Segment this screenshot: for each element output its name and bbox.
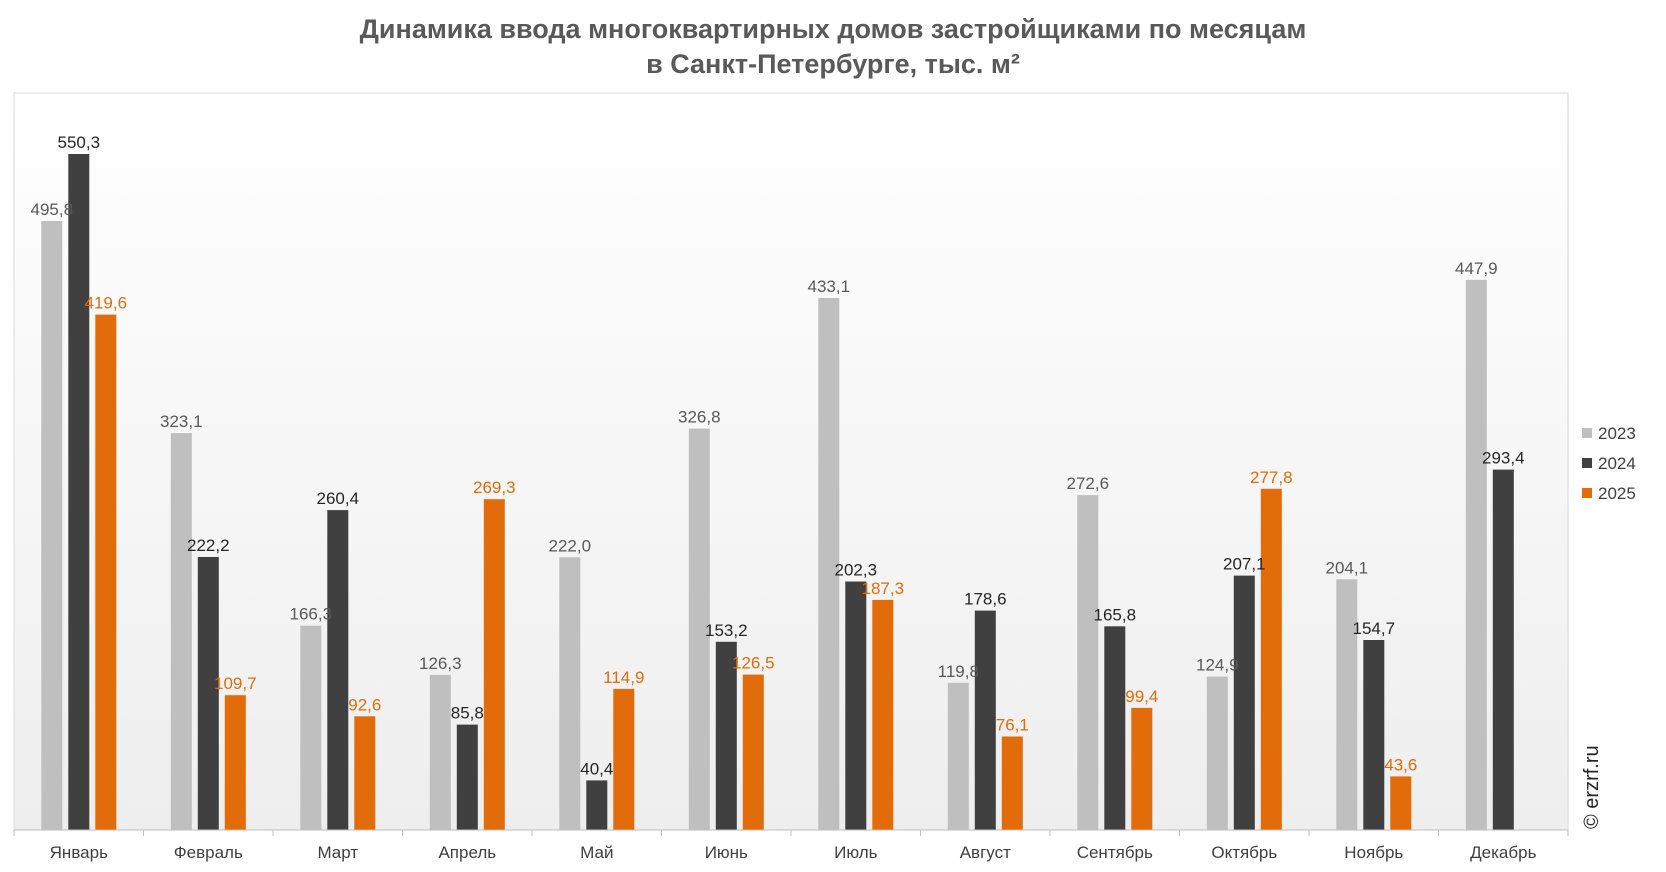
bar-2023-5 (559, 557, 581, 830)
chart-subtitle: в Санкт-Петербурге, тыс. м² (646, 49, 1020, 79)
value-label-2025-6: 126,5 (732, 654, 775, 673)
bar-2025-8 (1001, 736, 1023, 830)
watermark: © erzrf.ru (1581, 745, 1603, 829)
category-label-9: Сентябрь (1077, 843, 1153, 862)
value-labels-group: 495,8 550,3 419,6 323,1 222,2 109,7 166,3 260,4… (31, 133, 1525, 778)
value-label-2023-8: 119,8 (938, 662, 979, 681)
bar-2023-7 (818, 298, 840, 830)
bar-2025-6 (742, 674, 764, 830)
category-label-8: Август (960, 843, 1011, 862)
value-label-2023-6: 326,8 (678, 408, 721, 427)
value-label-2025-3: 92,6 (348, 695, 381, 714)
value-label-2024-6: 153,2 (705, 621, 748, 640)
bar-2024-7 (845, 581, 867, 830)
legend-label-2025: 2025 (1598, 484, 1636, 503)
value-label-2025-8: 76,1 (996, 716, 1029, 735)
bar-2025-4 (483, 499, 505, 830)
category-label-1: Январь (50, 843, 108, 862)
category-label-2: Февраль (174, 843, 243, 862)
value-label-2024-11: 154,7 (1353, 619, 1396, 638)
value-label-2023-7: 433,1 (808, 277, 851, 296)
legend-label-2024: 2024 (1598, 454, 1636, 473)
bar-2024-5 (586, 780, 608, 830)
bar-2024-12 (1492, 469, 1514, 830)
bar-2025-9 (1131, 707, 1153, 830)
bar-2023-10 (1206, 676, 1228, 830)
category-label-6: Июнь (705, 843, 748, 862)
value-label-2025-1: 419,6 (85, 294, 128, 313)
value-label-2025-10: 277,8 (1250, 468, 1293, 487)
category-label-12: Декабрь (1470, 843, 1536, 862)
value-label-2023-12: 447,9 (1455, 259, 1498, 278)
x-ticks-group (13, 830, 1569, 836)
bar-2023-4 (429, 674, 451, 830)
value-label-2024-10: 207,1 (1223, 555, 1266, 574)
value-label-2025-11: 43,6 (1384, 755, 1417, 774)
value-label-2023-11: 204,1 (1326, 558, 1369, 577)
bar-2024-8 (974, 610, 996, 830)
category-label-4: Апрель (438, 843, 496, 862)
legend-swatch-2023 (1582, 428, 1592, 438)
bar-2025-10 (1260, 488, 1282, 830)
bar-2023-11 (1336, 579, 1358, 830)
value-label-2023-5: 222,0 (549, 536, 592, 555)
bar-2023-9 (1077, 495, 1099, 830)
bar-2025-11 (1390, 776, 1412, 830)
bar-2025-5 (613, 688, 635, 830)
value-label-2025-5: 114,9 (603, 668, 644, 687)
value-label-2024-5: 40,4 (580, 759, 613, 778)
bar-2025-2 (224, 695, 246, 830)
bar-2024-10 (1233, 575, 1255, 830)
category-label-7: Июль (834, 843, 878, 862)
category-label-11: Ноябрь (1344, 843, 1403, 862)
category-label-10: Октябрь (1211, 843, 1277, 862)
value-label-2023-2: 323,1 (160, 412, 203, 431)
category-labels-group: Январь Февраль Март Апрель Май Июнь Июль Август… (50, 843, 1537, 862)
bar-2023-1 (41, 221, 63, 830)
value-label-2024-8: 178,6 (964, 590, 1007, 609)
bar-2024-11 (1363, 640, 1385, 830)
chart-title: Динамика ввода многоквартирных домов зас… (360, 14, 1307, 44)
bar-2025-1 (95, 314, 117, 831)
bars-group (41, 154, 1514, 831)
value-label-2025-7: 187,3 (862, 579, 905, 598)
plot-area (13, 92, 1569, 831)
legend-label-2023: 2023 (1598, 424, 1636, 443)
value-label-2025-4: 269,3 (473, 478, 516, 497)
bar-2024-3 (327, 510, 349, 830)
bar-2024-4 (456, 724, 478, 830)
bar-2025-3 (354, 716, 376, 830)
bar-2024-9 (1104, 626, 1126, 830)
value-label-2023-10: 124,9 (1196, 656, 1239, 675)
value-label-2025-2: 109,7 (214, 674, 257, 693)
value-label-2024-1: 550,3 (58, 133, 101, 152)
value-label-2024-7: 202,3 (835, 561, 878, 580)
bar-2023-12 (1465, 279, 1487, 830)
bar-2023-6 (688, 428, 710, 830)
bar-2023-2 (170, 433, 192, 830)
legend-swatch-2024 (1582, 458, 1592, 468)
value-label-2023-1: 495,8 (31, 200, 74, 219)
bar-2025-7 (872, 599, 894, 830)
bar-2024-6 (715, 641, 737, 830)
bar-2024-2 (197, 557, 219, 830)
value-label-2024-9: 165,8 (1094, 605, 1137, 624)
bar-2023-8 (947, 682, 969, 830)
value-label-2024-2: 222,2 (187, 536, 230, 555)
legend: 2023 2024 2025 (1582, 424, 1636, 503)
value-label-2023-3: 166,3 (290, 605, 333, 624)
value-label-2023-9: 272,6 (1067, 474, 1110, 493)
value-label-2025-9: 99,4 (1125, 687, 1158, 706)
value-label-2024-4: 85,8 (451, 704, 484, 723)
value-label-2024-12: 293,4 (1482, 449, 1525, 468)
value-label-2024-3: 260,4 (317, 489, 360, 508)
bar-2024-1 (68, 154, 90, 830)
category-label-3: Март (317, 843, 358, 862)
category-label-5: Май (580, 843, 613, 862)
legend-swatch-2025 (1582, 488, 1592, 498)
value-label-2023-4: 126,3 (419, 654, 462, 673)
bar-2023-3 (300, 625, 322, 830)
